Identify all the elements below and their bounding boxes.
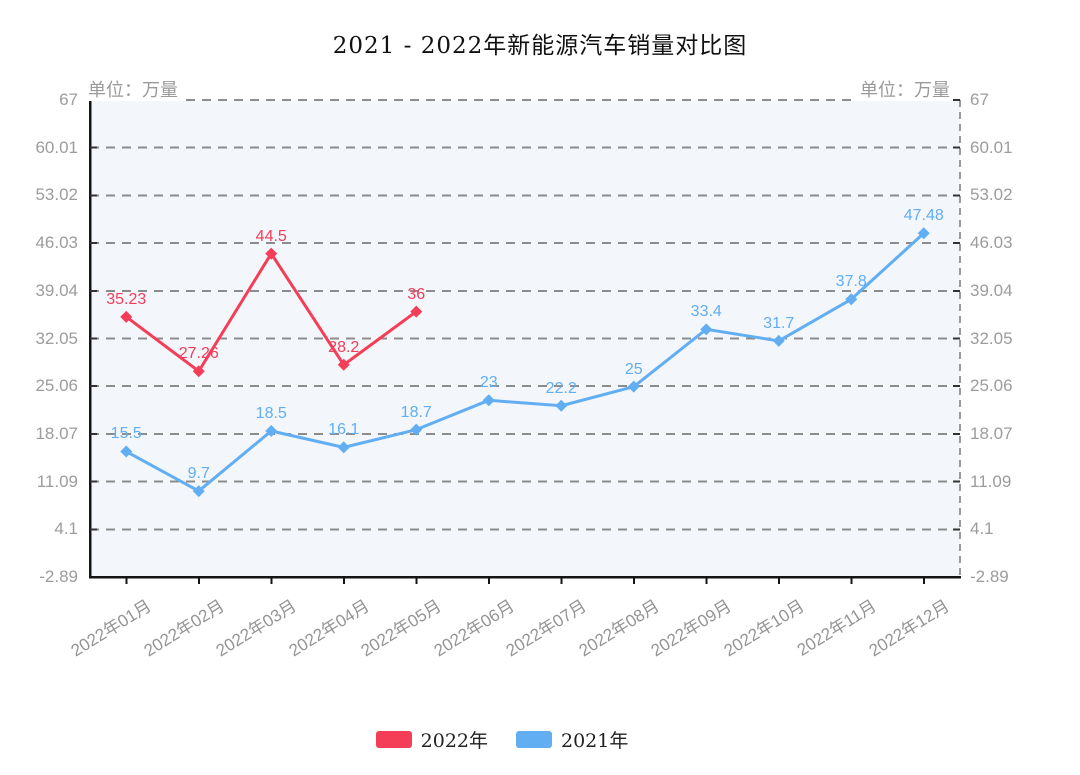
y-tick-label: 18.07 [970, 423, 1013, 443]
y-tick-label: 39.04 [35, 280, 78, 300]
chart-legend: 2022年 2021年 [0, 726, 1042, 753]
legend-label-2021: 2021年 [561, 730, 629, 752]
y-tick-label: 46.03 [970, 233, 1013, 253]
y-tick-label: 67 [970, 90, 989, 109]
y-tick-label: 60.01 [35, 137, 78, 157]
legend-label-2022: 2022年 [420, 730, 488, 752]
y-tick-label: 4.1 [970, 519, 994, 539]
data-label: 9.7 [187, 465, 210, 483]
data-label: 35.23 [106, 290, 147, 308]
y-tick-label: 25.06 [35, 376, 78, 396]
data-label: 18.7 [400, 403, 432, 421]
y-tick-label: 46.03 [35, 233, 78, 253]
data-label: 28.2 [328, 338, 360, 356]
chart-title: 2021 - 2022年新能源汽车销量对比图 [332, 33, 748, 59]
legend-swatch-2021 [516, 731, 552, 748]
data-label: 36 [407, 285, 426, 303]
y-tick-label: -2.89 [39, 567, 78, 586]
y-axis-unit-right: 单位：万量 [852, 79, 950, 101]
y-tick-label: 39.04 [970, 280, 1013, 300]
y-tick-label: 32.05 [35, 328, 78, 348]
y-tick-label: 67 [59, 90, 78, 109]
y-tick-label: 60.01 [970, 137, 1013, 157]
y-tick-label: 53.02 [970, 185, 1013, 205]
data-label: 47.48 [903, 207, 944, 225]
data-label: 27.26 [178, 345, 219, 363]
y-tick-label: 18.07 [35, 423, 78, 443]
y-tick-label: 25.06 [970, 376, 1013, 396]
y-tick-label: 11.09 [970, 471, 1012, 491]
data-label: 16.1 [328, 421, 360, 439]
y-axis-unit-left: 单位：万量 [88, 79, 186, 101]
legend-swatch-2022 [375, 731, 412, 748]
data-label: 18.5 [255, 405, 287, 422]
data-label: 37.8 [835, 273, 867, 291]
data-label: 23 [479, 374, 498, 392]
data-label: 22.2 [545, 379, 577, 397]
legend-item-2021[interactable]: 2021年 [516, 726, 628, 753]
y-tick-label: 4.1 [54, 519, 78, 539]
y-tick-label: -2.89 [970, 567, 1009, 586]
y-tick-label: 53.02 [35, 185, 78, 205]
data-label: 33.4 [690, 303, 722, 321]
data-label: 31.7 [763, 314, 795, 332]
data-label: 15.5 [110, 425, 142, 443]
legend-item-2022[interactable]: 2022年 [375, 726, 488, 753]
data-label: 25 [624, 360, 643, 378]
data-label: 44.5 [255, 227, 287, 245]
y-tick-label: 11.09 [36, 471, 78, 491]
y-tick-label: 32.05 [970, 328, 1013, 348]
